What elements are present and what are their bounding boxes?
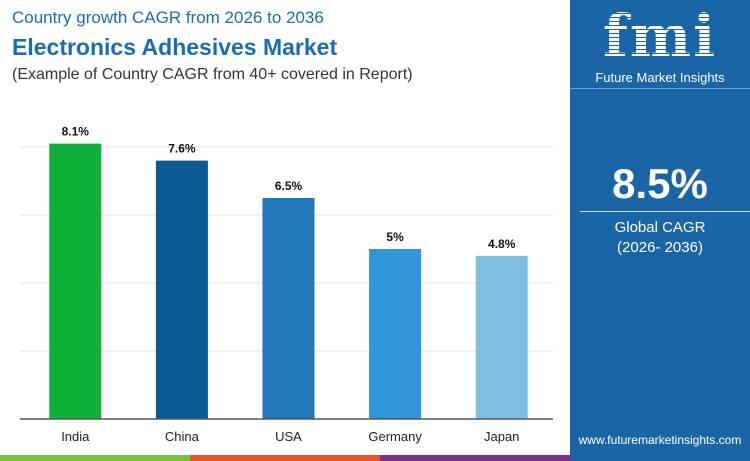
summary-panel: fmi Future Market Insights 8.5% Global C… xyxy=(570,0,750,461)
global-cagr-label: Global CAGR xyxy=(614,219,706,236)
bar-india xyxy=(49,143,102,419)
data-label: 4.8% xyxy=(488,237,516,251)
global-cagr-value: 8.5% xyxy=(612,160,708,207)
data-label: 8.1% xyxy=(62,125,90,139)
footer-bar-green xyxy=(0,455,190,461)
divider xyxy=(570,88,750,89)
x-tick-label: China xyxy=(165,429,200,444)
bar-usa xyxy=(262,198,315,419)
x-tick-label: India xyxy=(61,429,90,444)
footer-bar-purple xyxy=(380,455,570,461)
data-label: 7.6% xyxy=(168,142,196,156)
bar-chart: 8.1% India 7.6% China 6.5% USA 5% Germany 4.8% Ja… xyxy=(20,125,553,444)
data-label: 6.5% xyxy=(275,179,303,193)
website-link[interactable]: www.futuremarketinsights.com xyxy=(578,433,742,447)
bar-china xyxy=(155,160,208,419)
x-tick-label: USA xyxy=(275,429,302,444)
x-tick-label: Germany xyxy=(368,429,422,444)
bar-japan xyxy=(475,255,528,419)
logo-subtitle: Future Market Insights xyxy=(595,70,725,85)
global-cagr-period: (2026- 2036) xyxy=(617,239,703,256)
chart-note: (Example of Country CAGR from 40+ covere… xyxy=(12,66,413,83)
x-tick-label: Japan xyxy=(484,429,519,444)
fmi-logo: fmi xyxy=(570,6,750,66)
footer-bar-orange xyxy=(190,455,380,461)
divider xyxy=(580,211,750,212)
chart-title: Electronics Adhesives Market xyxy=(12,34,338,60)
bar-germany xyxy=(369,249,422,419)
data-label: 5% xyxy=(386,230,404,244)
chart-subtitle: Country growth CAGR from 2026 to 2036 xyxy=(12,8,324,27)
